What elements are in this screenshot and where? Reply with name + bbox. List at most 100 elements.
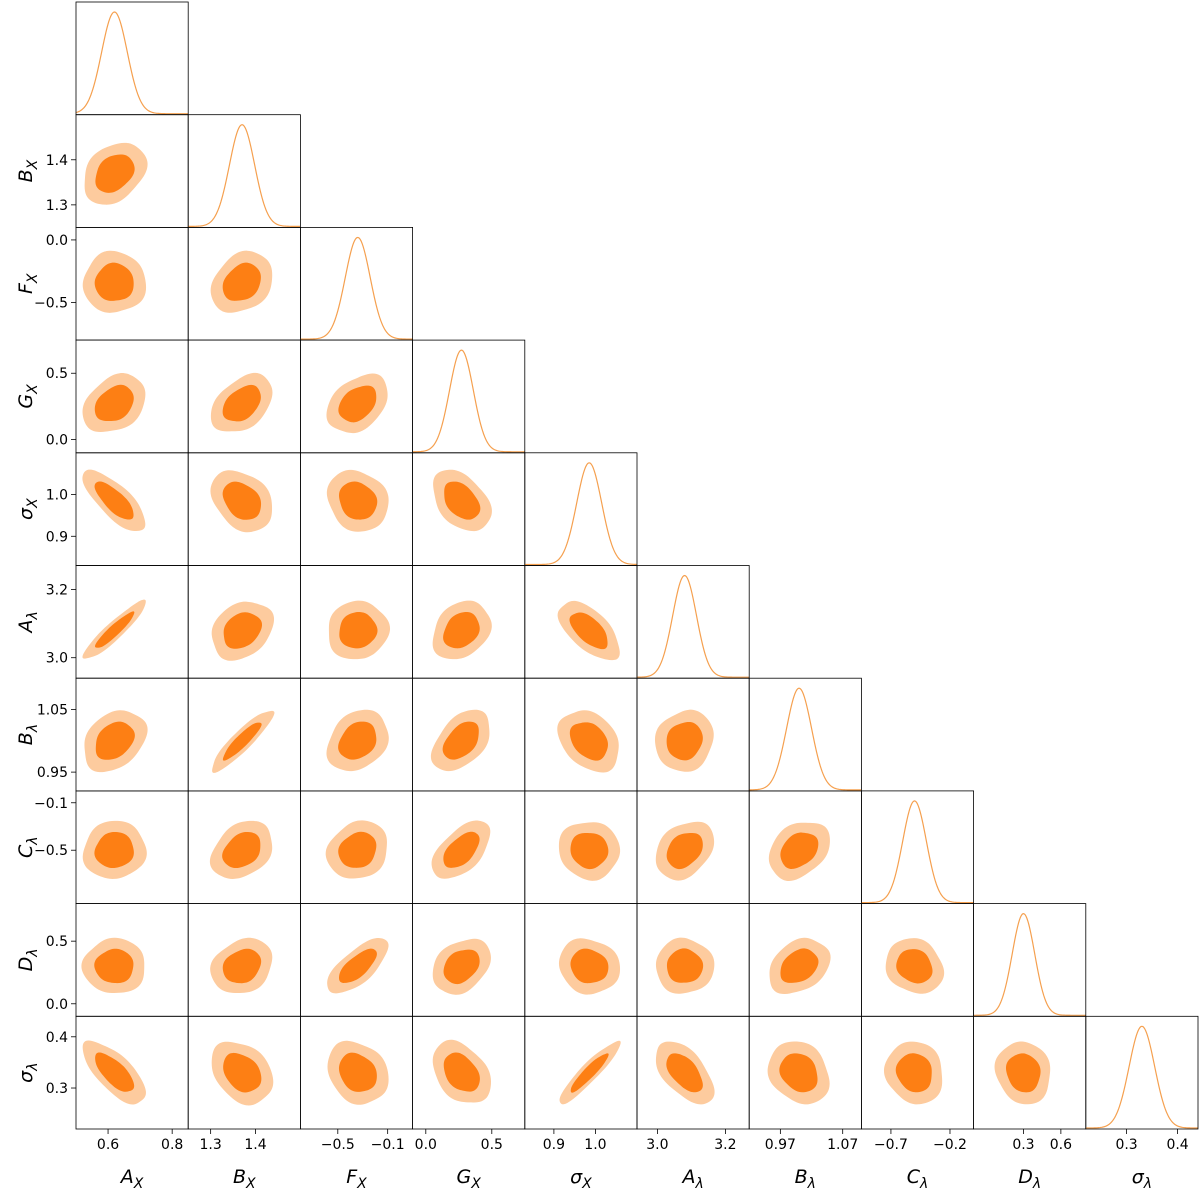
- contour-inner-6-5: [666, 721, 703, 761]
- panel-6-2: [299, 677, 413, 792]
- contour-inner-6-0: [95, 721, 135, 760]
- panel-frame: [973, 903, 1087, 1017]
- y-tick-label: 3.0: [46, 651, 68, 667]
- panel-7-0: −0.5 −0.1: [34, 790, 189, 905]
- marginal-8: [973, 913, 1086, 1016]
- contour-inner-8-7: [896, 949, 933, 984]
- panel-7-6: [748, 790, 862, 905]
- y-tick-label: 0.4: [46, 1030, 68, 1046]
- y-axis-label-3: GX: [15, 384, 41, 409]
- panel-8-6: [748, 903, 862, 1017]
- contour-inner-7-6: [780, 832, 819, 869]
- contour-inner-9-2: [338, 1052, 377, 1092]
- x-tick-label: 0.9: [543, 1137, 565, 1153]
- contour-inner-5-0: [94, 611, 135, 648]
- marginal-3: [412, 349, 525, 453]
- y-tick-label: 0.95: [37, 765, 68, 781]
- panel-9-4: 0.9 1.0: [524, 1015, 638, 1153]
- y-axis-label-8: Dλ: [15, 948, 41, 971]
- panel-5-4: [524, 565, 638, 679]
- contour-inner-8-1: [222, 948, 262, 984]
- panel-9-9: 0.3 0.4: [1085, 1015, 1199, 1153]
- x-tick-label: 3.2: [714, 1137, 736, 1153]
- contour-inner-9-8: [1005, 1053, 1041, 1093]
- x-tick-label: −0.7: [874, 1137, 908, 1153]
- y-tick-label: −0.5: [34, 296, 68, 312]
- panel-2-0: −0.5 0.0: [34, 226, 189, 341]
- contour-inner-8-2: [339, 948, 377, 983]
- y-tick-label: 0.5: [46, 934, 68, 950]
- panel-frame: [75, 1, 189, 116]
- panel-4-2: [299, 452, 413, 566]
- panel-6-1: [187, 677, 301, 792]
- y-axis-label-7: Cλ: [15, 836, 41, 858]
- y-tick-label: 3.2: [46, 582, 68, 598]
- x-axis-label-1: BX: [233, 1166, 256, 1192]
- x-tick-label: 1.3: [200, 1137, 222, 1153]
- x-tick-label: 0.97: [765, 1137, 796, 1153]
- marginal-4: [524, 462, 638, 566]
- panel-0-0: [75, 1, 189, 116]
- panel-frame: [748, 677, 862, 792]
- marginal-1: [188, 124, 301, 227]
- contour-inner-5-3: [443, 612, 480, 649]
- panel-4-0: 0.9 1.0: [46, 452, 189, 566]
- x-tick-label: 0.6: [97, 1137, 119, 1153]
- x-axis-label-5: Aλ: [680, 1166, 703, 1192]
- contour-inner-4-3: [444, 481, 481, 520]
- marginal-9: [1085, 1025, 1198, 1129]
- y-tick-label: −0.1: [34, 796, 68, 812]
- contour-inner-7-1: [222, 831, 261, 869]
- panel-8-1: [187, 903, 301, 1017]
- panel-3-3: [412, 339, 526, 454]
- panel-frame: [636, 565, 750, 679]
- panel-7-2: [299, 790, 413, 905]
- contour-inner-5-4: [569, 612, 608, 650]
- contour-inner-4-2: [338, 481, 378, 520]
- panel-2-2: [299, 226, 413, 341]
- marginal-5: [636, 574, 750, 678]
- panel-7-7: [861, 790, 975, 905]
- x-tick-label: 0.8: [161, 1137, 183, 1153]
- y-axis-label-4: σX: [15, 498, 41, 520]
- panel-1-0: 1.3 1.4: [46, 114, 189, 228]
- panel-frame: [187, 114, 301, 228]
- panel-6-4: [524, 677, 638, 792]
- x-tick-label: 1.0: [584, 1137, 606, 1153]
- contour-inner-6-1: [222, 722, 262, 761]
- y-axis-label-5: Aλ: [15, 611, 41, 634]
- panel-9-1: 1.3 1.4: [187, 1015, 301, 1153]
- panel-5-1: [187, 565, 301, 679]
- x-axis-label-9: σλ: [1132, 1166, 1152, 1192]
- panel-9-5: 3.0 3.2: [636, 1015, 750, 1153]
- contour-inner-6-3: [442, 721, 479, 760]
- panel-5-5: [636, 565, 750, 679]
- y-axis-label-6: Bλ: [15, 724, 41, 745]
- x-tick-label: 1.4: [244, 1137, 266, 1153]
- panel-6-5: [636, 677, 750, 792]
- y-tick-label: 1.0: [46, 488, 68, 504]
- panel-2-1: [187, 226, 301, 341]
- x-tick-label: 1.07: [827, 1137, 858, 1153]
- x-tick-label: −0.5: [321, 1137, 355, 1153]
- panel-8-3: [412, 903, 526, 1017]
- panel-7-3: [412, 790, 526, 905]
- panel-3-0: 0.0 0.5: [46, 339, 189, 454]
- contour-inner-8-6: [780, 948, 819, 983]
- panel-4-3: [412, 452, 526, 566]
- panel-4-4: [524, 452, 638, 566]
- contour-inner-9-6: [779, 1053, 818, 1093]
- panel-5-3: [412, 565, 526, 679]
- y-tick-label: 0.5: [46, 366, 68, 382]
- x-axis-label-7: Cλ: [907, 1166, 929, 1192]
- contour-inner-7-0: [94, 831, 134, 869]
- contour-inner-2-0: [94, 262, 134, 301]
- marginal-0: [75, 11, 189, 115]
- panel-8-8: [973, 903, 1087, 1017]
- contour-inner-8-4: [570, 948, 609, 984]
- y-tick-label: 1.4: [46, 153, 68, 169]
- contour-inner-7-4: [570, 833, 609, 870]
- contour-inner-7-5: [666, 832, 703, 870]
- y-axis-label-1: BX: [15, 159, 41, 182]
